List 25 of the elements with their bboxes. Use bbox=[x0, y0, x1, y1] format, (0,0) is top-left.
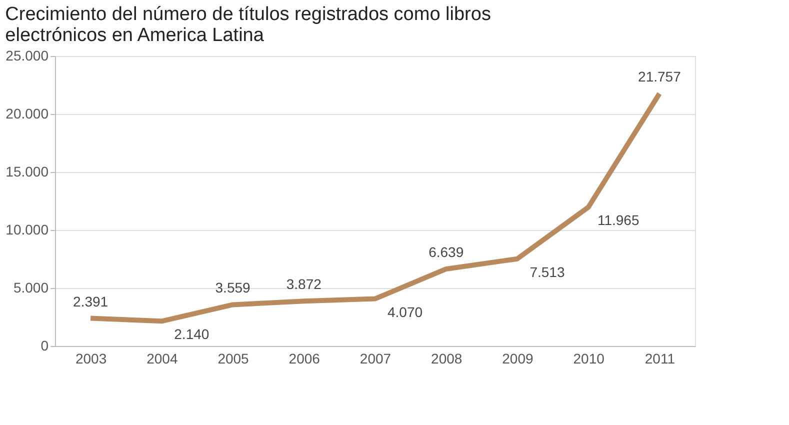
data-label: 2.140 bbox=[174, 326, 210, 342]
x-tick-label: 2011 bbox=[644, 350, 676, 366]
data-label: 3.559 bbox=[215, 280, 250, 296]
data-label: 3.872 bbox=[286, 276, 322, 292]
y-tick-label: 15.000 bbox=[6, 164, 49, 180]
x-tick-label: 2007 bbox=[360, 350, 392, 366]
x-tick-label: 2006 bbox=[288, 350, 320, 366]
y-tick-label: 0 bbox=[40, 338, 49, 354]
y-tick-label: 10.000 bbox=[6, 222, 49, 238]
data-label: 7.513 bbox=[530, 264, 565, 280]
y-tick-label: 20.000 bbox=[6, 106, 49, 122]
x-tick-label: 2005 bbox=[218, 350, 250, 366]
data-label: 11.965 bbox=[597, 212, 640, 228]
x-tick-label: 2010 bbox=[573, 350, 605, 366]
y-tick-label: 25.000 bbox=[6, 48, 49, 64]
x-tick-label: 2009 bbox=[502, 350, 534, 366]
x-tick-label: 2008 bbox=[431, 350, 462, 366]
data-label: 6.639 bbox=[428, 244, 464, 260]
y-tick-label: 5.000 bbox=[13, 280, 49, 296]
x-tick-label: 2003 bbox=[75, 350, 107, 366]
data-label: 4.070 bbox=[387, 304, 423, 320]
chart-title: Crecimiento del número de títulos registrados como libros electrónicos en America Latina bbox=[5, 4, 491, 46]
x-tick-label: 2004 bbox=[146, 350, 178, 366]
data-label: 2.391 bbox=[73, 293, 108, 310]
data-label: 21.757 bbox=[638, 68, 682, 85]
